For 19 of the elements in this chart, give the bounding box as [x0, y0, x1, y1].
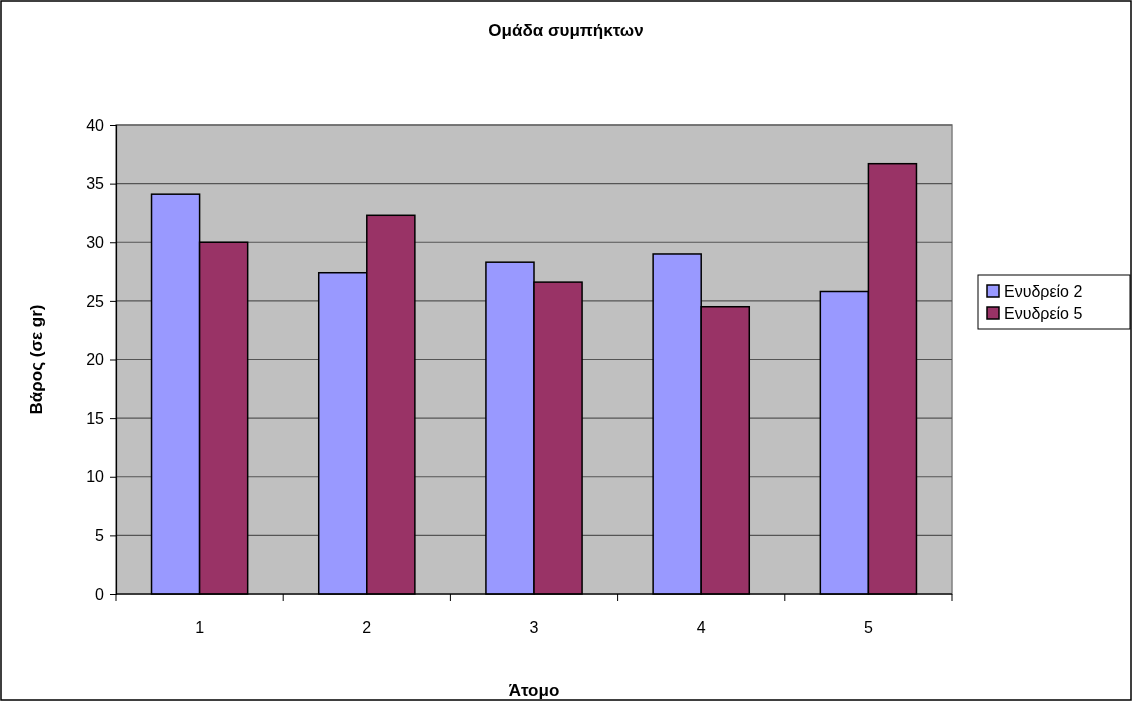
- y-tick-label: 25: [86, 292, 105, 310]
- x-tick-label: 3: [529, 619, 539, 636]
- y-tick-label: 15: [86, 409, 105, 427]
- x-tick-label: 5: [863, 619, 873, 636]
- x-axis-title: Άτομο: [508, 681, 560, 700]
- y-tick-label: 20: [86, 351, 105, 369]
- y-tick-label: 30: [86, 233, 105, 251]
- x-tick-label: 4: [696, 619, 706, 636]
- legend-label: Ενυδρείο 2: [1004, 283, 1083, 300]
- y-tick-label: 40: [86, 116, 105, 134]
- y-tick-label: 0: [95, 585, 105, 603]
- y-axis-title: Βάρος (σε gr): [27, 304, 46, 415]
- x-tick-label: 1: [195, 619, 205, 636]
- y-tick-label: 35: [86, 175, 105, 193]
- y-tick-label: 10: [86, 468, 105, 486]
- legend-label: Ενυδρείο 5: [1004, 305, 1083, 322]
- chart-title: Ομάδα συμπήκτων: [488, 21, 644, 40]
- y-tick-label: 5: [95, 526, 105, 544]
- x-tick-label: 2: [362, 619, 372, 636]
